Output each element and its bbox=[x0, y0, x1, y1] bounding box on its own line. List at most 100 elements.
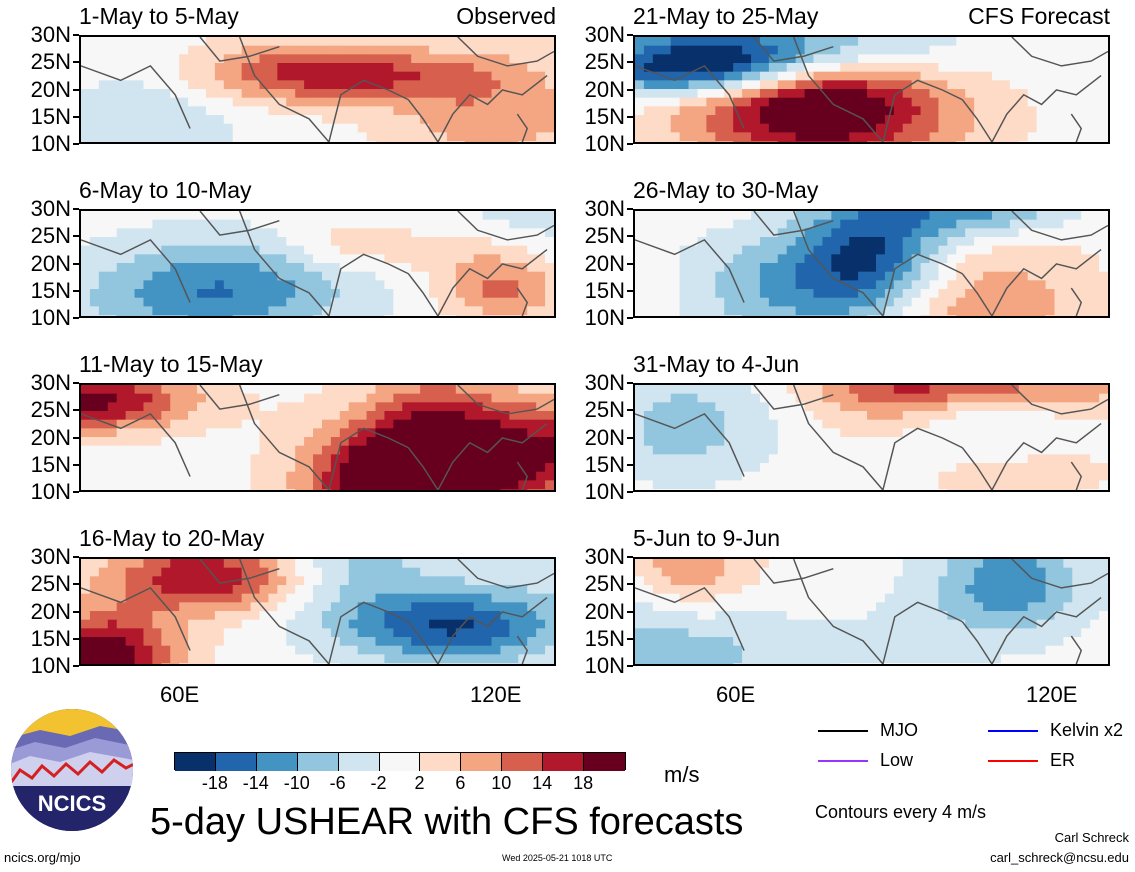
shear-map-panel bbox=[79, 35, 556, 144]
lat-tick bbox=[73, 637, 79, 640]
lat-label: 10N bbox=[30, 305, 71, 330]
main-title: 5-day USHEAR with CFS forecasts bbox=[150, 801, 744, 843]
lat-tick bbox=[73, 115, 79, 118]
coastline bbox=[328, 427, 409, 490]
lat-label: 10N bbox=[584, 653, 625, 678]
legend-line-low bbox=[818, 760, 868, 762]
lat-label: 30N bbox=[584, 196, 625, 221]
panel-title: 1-May to 5-May bbox=[79, 3, 239, 29]
lat-label: 20N bbox=[584, 598, 625, 624]
colorbar-swatch bbox=[420, 753, 462, 771]
footer-url[interactable]: ncics.org/mjo bbox=[4, 850, 81, 865]
lat-tick bbox=[627, 409, 633, 412]
panel-title: 21-May to 25-May bbox=[633, 3, 819, 29]
lat-label: 20N bbox=[30, 598, 71, 624]
lat-tick bbox=[627, 610, 633, 613]
colorbar-swatch bbox=[297, 753, 339, 771]
lat-tick bbox=[627, 556, 633, 558]
coastline bbox=[199, 211, 280, 236]
coastline bbox=[753, 559, 834, 584]
panel-corner-label: CFS Forecast bbox=[968, 3, 1110, 29]
legend-line-er bbox=[988, 760, 1038, 762]
lat-tick bbox=[73, 88, 79, 91]
lat-label: 15N bbox=[584, 103, 625, 129]
lat-label: 20N bbox=[30, 424, 71, 450]
lat-label: 25N bbox=[30, 49, 71, 75]
lat-tick bbox=[73, 409, 79, 412]
coastline bbox=[81, 586, 191, 651]
lat-label: 20N bbox=[584, 76, 625, 102]
colorbar-swatch bbox=[338, 753, 380, 771]
coastline bbox=[882, 253, 963, 316]
shear-map-panel bbox=[79, 557, 556, 666]
lat-label: 15N bbox=[30, 451, 71, 477]
colorbar-label: 18 bbox=[573, 773, 594, 793]
legend-label: MJO bbox=[880, 720, 918, 740]
colorbar-label: 14 bbox=[532, 773, 553, 793]
lat-tick bbox=[627, 262, 633, 265]
shear-map-panel bbox=[633, 35, 1110, 144]
coastline bbox=[882, 79, 963, 142]
colorbar-swatch bbox=[215, 753, 257, 771]
colorbar-swatch bbox=[461, 753, 503, 771]
coastline bbox=[991, 422, 1102, 490]
lat-tick bbox=[627, 34, 633, 36]
colorbar-units: m/s bbox=[664, 762, 700, 787]
shear-map-panel bbox=[633, 557, 1110, 666]
lat-label: 10N bbox=[584, 479, 625, 504]
lat-label: 15N bbox=[30, 625, 71, 651]
coastline bbox=[753, 211, 834, 236]
coastline bbox=[991, 596, 1102, 664]
lat-tick bbox=[73, 262, 79, 265]
lat-tick bbox=[73, 556, 79, 558]
coastline bbox=[516, 635, 529, 664]
coastline bbox=[238, 37, 330, 142]
colorbar-label: -2 bbox=[370, 773, 387, 793]
coastline bbox=[238, 385, 330, 490]
colorbar-swatch bbox=[256, 753, 298, 771]
coastline bbox=[753, 385, 834, 410]
panel-title: 16-May to 20-May bbox=[79, 525, 265, 551]
coastline bbox=[437, 74, 548, 142]
colorbar-label: -6 bbox=[329, 773, 346, 793]
coastline bbox=[991, 248, 1102, 316]
legend-line-kelvin-x2 bbox=[988, 730, 1038, 732]
shear-map-panel bbox=[79, 383, 556, 492]
coastline bbox=[792, 385, 884, 490]
coastline bbox=[81, 412, 191, 477]
lat-tick bbox=[627, 61, 633, 64]
lat-tick bbox=[627, 665, 633, 667]
colorbar-swatch bbox=[584, 753, 625, 771]
lon-label-right-60e: 60E bbox=[716, 682, 756, 707]
lat-label: 30N bbox=[584, 544, 625, 569]
lat-tick bbox=[627, 88, 633, 91]
coastline bbox=[199, 385, 280, 410]
footer-timestamp: Wed 2025-05-21 1018 UTC bbox=[502, 853, 613, 863]
lat-label: 30N bbox=[584, 370, 625, 395]
lat-tick bbox=[627, 143, 633, 145]
footer-email[interactable]: carl_schreck@ncsu.edu bbox=[990, 850, 1129, 865]
coastline bbox=[961, 273, 993, 316]
colorbar-label: 6 bbox=[455, 773, 466, 793]
colorbar-label: -10 bbox=[283, 773, 310, 793]
lat-tick bbox=[627, 637, 633, 640]
coastline bbox=[635, 238, 745, 303]
legend-label: Kelvin x2 bbox=[1050, 720, 1124, 740]
colorbar-swatch bbox=[543, 753, 585, 771]
lon-label-right-120e: 120E bbox=[1026, 682, 1078, 707]
lat-tick bbox=[73, 583, 79, 586]
lat-label: 20N bbox=[584, 250, 625, 276]
lat-tick bbox=[73, 61, 79, 64]
coastline bbox=[81, 64, 191, 129]
footer-author: Carl Schreck bbox=[1054, 830, 1129, 845]
lat-label: 15N bbox=[584, 625, 625, 651]
coastline bbox=[516, 113, 529, 142]
colorbar-swatch bbox=[175, 753, 216, 771]
lat-label: 10N bbox=[30, 653, 71, 678]
lat-label: 25N bbox=[30, 397, 71, 423]
lat-tick bbox=[73, 610, 79, 613]
coastline bbox=[238, 559, 330, 664]
lat-tick bbox=[627, 583, 633, 586]
lat-tick bbox=[73, 382, 79, 384]
coastline bbox=[792, 559, 884, 664]
